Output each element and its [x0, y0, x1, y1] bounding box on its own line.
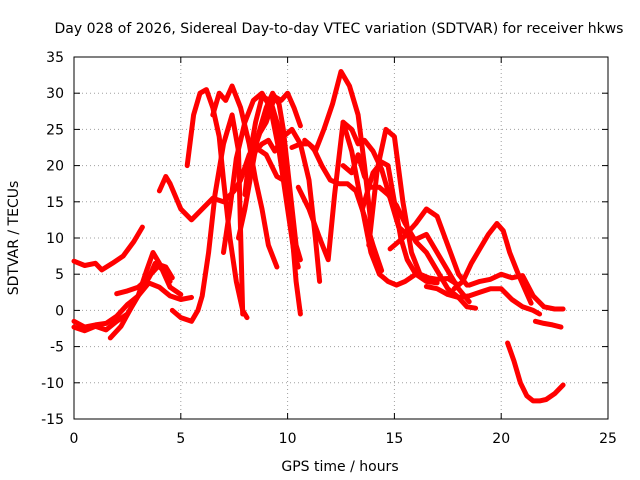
y-axis-label: SDTVAR / TECUs	[6, 181, 22, 296]
y-tick-label: 15	[46, 195, 64, 211]
y-tick-label: 0	[55, 303, 64, 319]
series-group	[71, 69, 566, 404]
x-tick-label: 20	[492, 431, 510, 447]
x-tick-labels: 0 5 10 15 20 25	[70, 431, 617, 447]
x-tick-label: 5	[176, 431, 185, 447]
series-sat-m	[246, 126, 323, 284]
y-tick-label: 5	[55, 267, 64, 283]
axis-ticks	[73, 56, 609, 420]
series-sat-s	[340, 152, 479, 311]
y-tick-label: 35	[46, 50, 64, 66]
y-tick-label: -10	[41, 376, 64, 392]
x-tick-label: 0	[70, 431, 79, 447]
x-tick-label: 10	[279, 431, 297, 447]
series-sat-ab	[532, 318, 564, 330]
x-axis-label: GPS time / hours	[281, 459, 398, 475]
series-sat-a	[71, 224, 145, 273]
series-sat-n	[248, 90, 303, 161]
series-sat-y	[451, 221, 534, 306]
series-sat-z	[466, 271, 566, 312]
grid-lines	[74, 57, 608, 419]
series-sat-v	[366, 126, 461, 288]
series-sat-u	[359, 159, 419, 277]
y-tick-labels: -15 -10 -5 0 5 10 15 20 25 30 35	[41, 50, 64, 428]
y-tick-label: -5	[50, 340, 64, 356]
series-sat-x	[423, 284, 543, 317]
series-sat-o	[295, 119, 361, 263]
x-tick-label: 15	[385, 431, 403, 447]
y-tick-label: 10	[46, 231, 64, 247]
chart-title: Day 028 of 2026, Sidereal Day-to-day VTE…	[55, 21, 624, 37]
y-tick-label: 20	[46, 159, 64, 175]
series-sat-h	[184, 87, 250, 321]
series-sat-f	[169, 112, 246, 324]
y-tick-label: 30	[46, 86, 64, 102]
x-tick-label: 25	[599, 431, 617, 447]
series-sat-w	[387, 206, 470, 288]
series-sat-l	[242, 94, 303, 317]
y-tick-label: 25	[46, 122, 64, 138]
y-tick-label: -15	[41, 412, 64, 428]
series-sat-e	[114, 260, 173, 297]
series-sat-aa	[505, 340, 566, 404]
